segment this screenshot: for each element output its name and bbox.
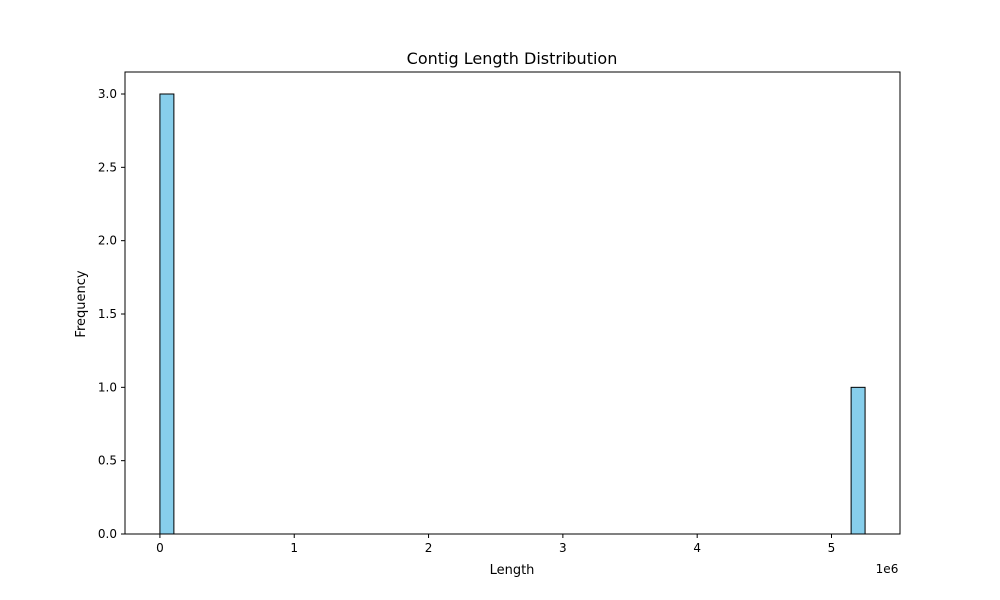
y-tick-label: 3.0 (98, 87, 117, 101)
histogram-bar-2 (850, 386, 866, 535)
y-tick-label: 0.0 (98, 527, 117, 541)
x-tick-label: 2 (425, 541, 433, 555)
plot-area: 0 1 2 3 4 5 0.0 0.5 1.0 1.5 2.0 2.5 3.0 (98, 71, 901, 555)
plot-frame (124, 71, 901, 535)
histogram-bar-1 (159, 93, 175, 535)
chart-title: Contig Length Distribution (407, 49, 618, 68)
x-axis-scale-label: 1e6 (876, 562, 899, 576)
y-tick-label: 0.5 (98, 454, 117, 468)
x-tick-label: 1 (290, 541, 298, 555)
x-tick-label: 3 (559, 541, 567, 555)
y-axis-label: Frequency (74, 270, 89, 337)
y-tick-label: 1.0 (98, 380, 117, 394)
y-tick-label: 1.5 (98, 307, 117, 321)
y-tick-label: 2.0 (98, 234, 117, 248)
x-tick-label: 5 (828, 541, 836, 555)
x-tick-label: 4 (693, 541, 701, 555)
y-tick-label: 2.5 (98, 160, 117, 174)
x-tick-label: 0 (156, 541, 164, 555)
x-axis-label: Length (490, 563, 535, 578)
